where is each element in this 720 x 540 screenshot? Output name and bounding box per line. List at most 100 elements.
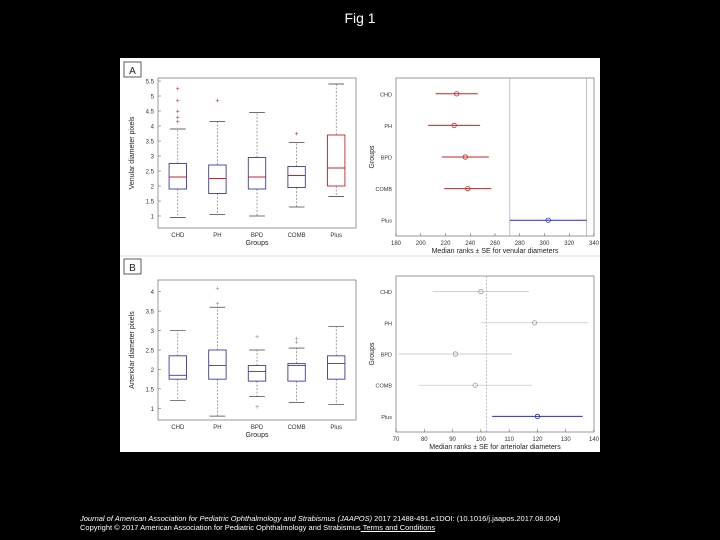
outlier-marker: + (215, 285, 219, 292)
x-tick-label: CHD (171, 425, 185, 431)
panel-a-label: A (129, 66, 136, 77)
x-axis-label: Median ranks ± SE for arteriolar diamete… (429, 444, 561, 451)
y-tick-label: 3.5 (146, 310, 155, 316)
box (247, 365, 267, 382)
venular-boxplot: 1 1.5 2 2.5 3 3.5 4 4.5 5 5.5 CHD PH BPD COMB Plus Grou… (129, 77, 357, 247)
figure-panel: A 1 1.5 2 2.5 3 3.5 4 4.5 5 5.5 CHD PH BPD COMB Plus Gr… (120, 58, 600, 452)
outlier-marker: + (176, 98, 180, 105)
y-tick-label: 1.5 (146, 200, 155, 206)
y-tick-label: 4 (151, 290, 155, 296)
y-tick-label: 3.5 (146, 140, 155, 146)
y-tick-label: 5.5 (146, 80, 155, 86)
x-tick-label: CHD (171, 233, 185, 239)
panel-b-label: B (129, 263, 136, 274)
x-tick-label: 140 (589, 437, 600, 443)
y-tick-label: 3 (151, 329, 155, 335)
median-rank-point (472, 382, 478, 388)
outlier-marker: + (215, 301, 219, 308)
y-tick-label: CHD (380, 92, 392, 98)
y-axis-label: Groups (369, 145, 376, 168)
box (208, 349, 227, 380)
y-tick-label: CHD (380, 290, 392, 296)
caption-journal: Journal of American Association for Pedi… (80, 514, 373, 523)
y-tick-label: Plus (381, 415, 392, 421)
median-rank-point (531, 320, 538, 326)
median-rank-point (545, 217, 551, 223)
arteriolar-boxplot: 1 1.5 2 2.5 3 3.5 4 CHD PH BPD COMB Plus Groups Arter… (129, 279, 357, 439)
x-tick-label: COMB (288, 233, 306, 239)
box (208, 164, 227, 194)
x-tick-label: 130 (561, 437, 572, 443)
panel-b-label-box (123, 258, 142, 275)
x-tick-label: 240 (465, 241, 476, 247)
outlier-marker: + (176, 109, 180, 116)
y-tick-label: 5 (151, 95, 155, 101)
y-tick-label: 1 (151, 407, 155, 413)
y-tick-label: COMB (376, 187, 393, 193)
box (327, 134, 346, 187)
x-tick-label: 80 (421, 437, 428, 443)
box (327, 355, 346, 380)
x-axis-label: Groups (246, 432, 269, 439)
x-tick-label: Plus (330, 425, 342, 431)
y-tick-label: 2 (151, 185, 155, 191)
median-rank-point (465, 186, 471, 192)
y-tick-label: 3 (151, 155, 155, 161)
median-rank-point (452, 351, 458, 357)
y-axis-label: Arteriolar diameter pixels (129, 311, 136, 389)
venular-rank-plot: 180 200 220 240 260 280 300 320 340 CHD PH BPD COMB P… (369, 77, 600, 255)
box (287, 166, 306, 188)
panel-a-label-box (123, 61, 142, 78)
box (247, 157, 267, 190)
box (168, 163, 187, 190)
x-axis-label: Median ranks ± SE for venular diameters (432, 248, 559, 255)
x-tick-label: PH (213, 425, 221, 431)
y-tick-label: BPD (381, 156, 392, 162)
x-tick-label: 280 (515, 241, 526, 247)
x-tick-label: 180 (391, 241, 402, 247)
y-tick-label: 4 (151, 125, 155, 131)
y-axis-label: Groups (369, 342, 376, 365)
x-tick-label: Plus (330, 233, 342, 239)
box (168, 355, 187, 380)
figure-caption: Journal of American Association for Pedi… (80, 514, 710, 532)
box (287, 363, 306, 382)
median-rank-point (478, 289, 484, 295)
median-rank-point (451, 122, 457, 129)
x-tick-label: 90 (449, 437, 456, 443)
x-tick-label: 220 (440, 241, 451, 247)
y-tick-label: COMB (376, 384, 393, 390)
outlier-marker: + (176, 119, 180, 126)
x-tick-label: PH (213, 233, 221, 239)
y-tick-label: 2.5 (146, 170, 155, 176)
y-tick-label: Plus (381, 219, 392, 225)
outlier-marker: + (176, 86, 180, 93)
y-tick-label: BPD (381, 353, 392, 359)
plot-frame (395, 77, 595, 237)
x-tick-label: 200 (416, 241, 427, 247)
y-tick-label: PH (384, 321, 392, 327)
figure-svg: A 1 1.5 2 2.5 3 3.5 4 4.5 5 5.5 CHD PH BPD COMB Plus Gr… (120, 61, 600, 451)
x-tick-label: BPD (251, 425, 264, 431)
arteriolar-rank-plot: 70 80 90 100 110 120 130 140 CHD PH BPD COMB Plus Med… (369, 275, 600, 451)
outlier-marker: + (255, 404, 259, 411)
outlier-marker: + (255, 334, 259, 341)
x-tick-label: COMB (288, 425, 306, 431)
x-tick-label: 340 (589, 241, 600, 247)
outlier-marker: + (215, 98, 219, 105)
median-rank-point (462, 154, 468, 160)
x-axis-label: Groups (246, 240, 269, 247)
y-tick-label: 2.5 (146, 349, 155, 355)
outlier-marker: + (295, 131, 299, 138)
x-tick-label: 120 (532, 437, 543, 443)
caption-copyright: Copyright © 2017 American Association fo… (80, 523, 361, 532)
median-rank-point (534, 413, 541, 419)
outlier-marker: + (176, 115, 180, 122)
caption-citation: 2017 21488-491.e1DOI: (10.1016/j.jaapos.… (372, 514, 561, 523)
x-tick-label: 70 (393, 437, 400, 443)
x-tick-label: 110 (504, 437, 514, 443)
x-tick-label: 100 (476, 437, 487, 443)
terms-link[interactable]: Terms and Conditions (360, 523, 436, 532)
x-tick-label: BPD (251, 233, 264, 239)
y-tick-label: 1 (151, 215, 155, 221)
